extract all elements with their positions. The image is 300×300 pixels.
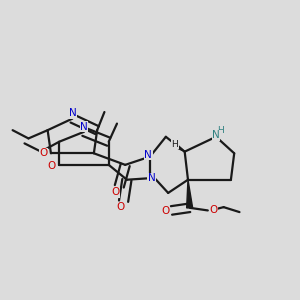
Text: O: O [48, 161, 56, 171]
Text: N: N [148, 173, 155, 183]
Text: N: N [68, 108, 76, 118]
Text: O: O [210, 205, 218, 215]
Polygon shape [173, 143, 185, 152]
Text: O: O [111, 187, 119, 197]
Polygon shape [187, 180, 193, 208]
Text: H: H [171, 140, 178, 149]
Text: N: N [212, 130, 220, 140]
Text: N: N [80, 122, 88, 132]
Text: H: H [217, 126, 224, 135]
Text: O: O [40, 148, 48, 158]
Text: O: O [116, 202, 124, 212]
Text: O: O [161, 206, 169, 216]
Text: N: N [145, 150, 152, 160]
